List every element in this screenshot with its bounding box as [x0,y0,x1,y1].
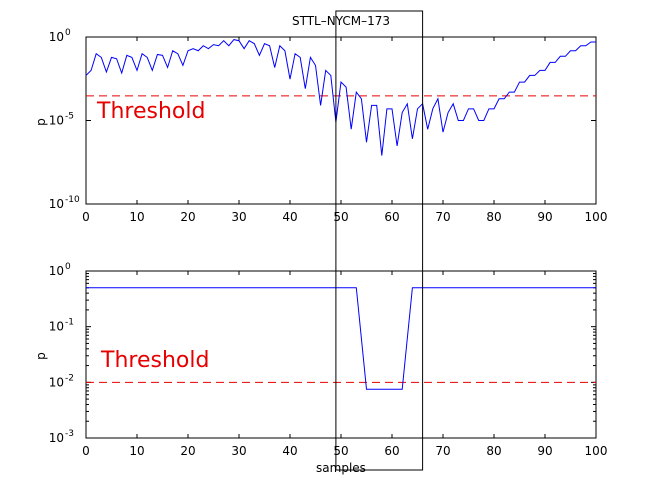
x-tick-label: 100 [585,444,608,458]
x-tick-label: 90 [537,444,552,458]
x-tick-label: 100 [585,210,608,224]
x-tick-label: 10 [129,210,144,224]
plot-area-top [85,36,597,205]
chart-bottom: p samples Threshold 0 10 20 30 40 50 60 70 80 90 1… [34,262,607,475]
series-line [85,39,596,156]
y-tick-label: 10 [49,264,64,278]
x-tick-label: 40 [282,444,297,458]
x-tick-label: 70 [435,210,450,224]
y-tick-exponent: -2 [65,373,74,383]
x-tick-label: 10 [129,444,144,458]
x-tick-label: 80 [486,444,501,458]
x-tick-label: 30 [231,444,246,458]
y-tick-label: 10 [49,431,64,445]
y-axis-label-bottom: p [34,352,48,360]
marks-top [85,39,596,156]
y-tick-exponent: 0 [65,262,71,272]
x-tick-label: 70 [435,444,450,458]
series-line [86,287,596,390]
y-tick-label: 10 [49,375,64,389]
x-tick-label: 0 [82,444,90,458]
x-tick-label: 80 [486,210,501,224]
x-tick-label: 50 [333,444,348,458]
x-tick-label: 40 [282,210,297,224]
x-tick-label: 90 [537,210,552,224]
x-tick-label: 0 [82,210,90,224]
marks-bottom [86,287,596,390]
chart-top: STTL–NYCM–173 p Threshold 0 10 20 30 40 50 60 7… [34,14,607,224]
x-axis-label-bottom: samples [316,461,366,475]
x-ticks-top: 0 10 20 30 40 50 60 70 80 90 100 [82,37,607,224]
y-tick-exponent: -1 [65,318,74,328]
y-tick-exponent: -3 [65,429,74,439]
x-tick-label: 60 [384,210,399,224]
y-tick-exponent: -5 [65,112,74,122]
highlight-window [335,10,424,471]
y-tick-label: 10 [49,30,64,44]
x-tick-label: 20 [180,444,195,458]
plot-area-bottom [85,270,597,439]
x-tick-label: 20 [180,210,195,224]
x-tick-label: 60 [384,444,399,458]
y-tick-label: 10 [49,197,64,211]
chart-title: STTL–NYCM–173 [292,14,390,28]
y-tick-label: 10 [49,114,64,128]
x-ticks-bottom: 0 10 20 30 40 50 60 70 80 90 100 [82,271,607,458]
y-tick-exponent: -10 [65,195,80,205]
x-tick-label: 30 [231,210,246,224]
y-tick-exponent: 0 [65,28,71,38]
x-tick-label: 50 [333,210,348,224]
y-axis-label-top: p [34,118,48,126]
threshold-label-top: Threshold [96,99,205,124]
threshold-label-bottom: Threshold [100,348,209,373]
y-tick-label: 10 [49,320,64,334]
